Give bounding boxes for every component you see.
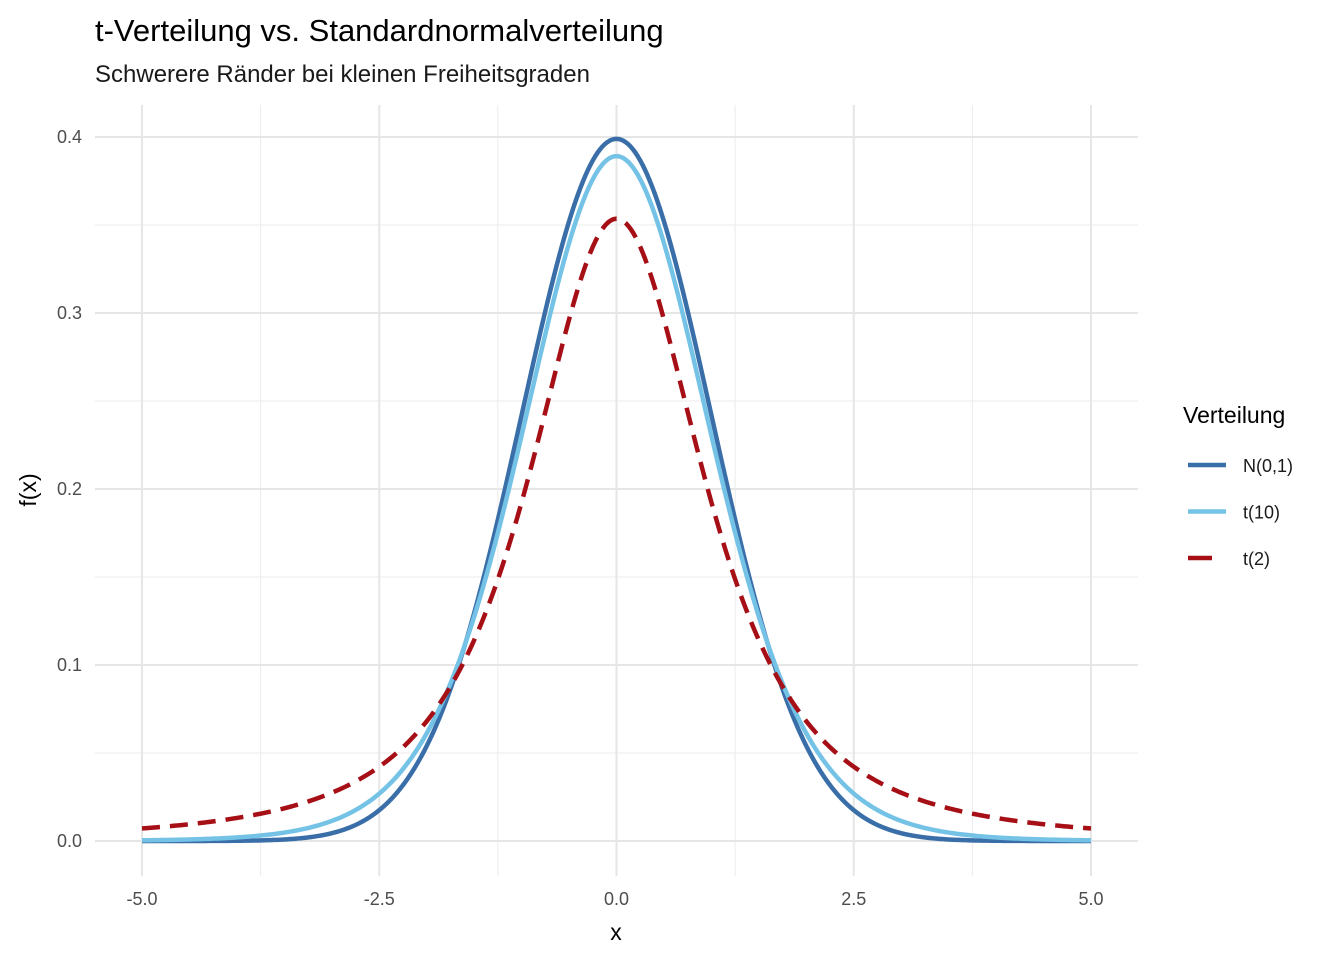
y-tick-label: 0.0 bbox=[57, 831, 82, 851]
y-tick-label: 0.4 bbox=[57, 127, 82, 147]
x-tick-label: 5.0 bbox=[1078, 889, 1103, 909]
legend-title: Verteilung bbox=[1183, 402, 1285, 428]
legend-label: t(2) bbox=[1243, 549, 1270, 569]
y-tick-label: 0.3 bbox=[57, 303, 82, 323]
x-axis-title: x bbox=[610, 919, 622, 945]
legend-label: N(0,1) bbox=[1243, 456, 1293, 476]
legend: Verteilung N(0,1) t(10) t(2) bbox=[1183, 402, 1293, 569]
series-lines bbox=[141, 136, 1092, 844]
series-line-n01 bbox=[142, 136, 1091, 844]
legend-label: t(10) bbox=[1243, 503, 1280, 523]
y-axis-title: f(x) bbox=[15, 473, 41, 506]
y-tick-label: 0.1 bbox=[57, 655, 82, 675]
y-axis-ticks: 0.0 0.1 0.2 0.3 0.4 bbox=[57, 127, 82, 851]
series-line-t2 bbox=[141, 216, 1092, 831]
x-tick-label: 0.0 bbox=[604, 889, 629, 909]
x-tick-label: -2.5 bbox=[364, 889, 395, 909]
chart-subtitle: Schwerere Ränder bei kleinen Freiheitsgr… bbox=[95, 61, 590, 88]
chart-title: t-Verteilung vs. Standardnormalverteilun… bbox=[95, 13, 664, 48]
y-tick-label: 0.2 bbox=[57, 479, 82, 499]
x-axis-ticks: -5.0 -2.5 0.0 2.5 5.0 bbox=[126, 889, 1103, 909]
x-tick-label: -5.0 bbox=[126, 889, 157, 909]
series-line-t10 bbox=[141, 153, 1092, 843]
x-tick-label: 2.5 bbox=[841, 889, 866, 909]
